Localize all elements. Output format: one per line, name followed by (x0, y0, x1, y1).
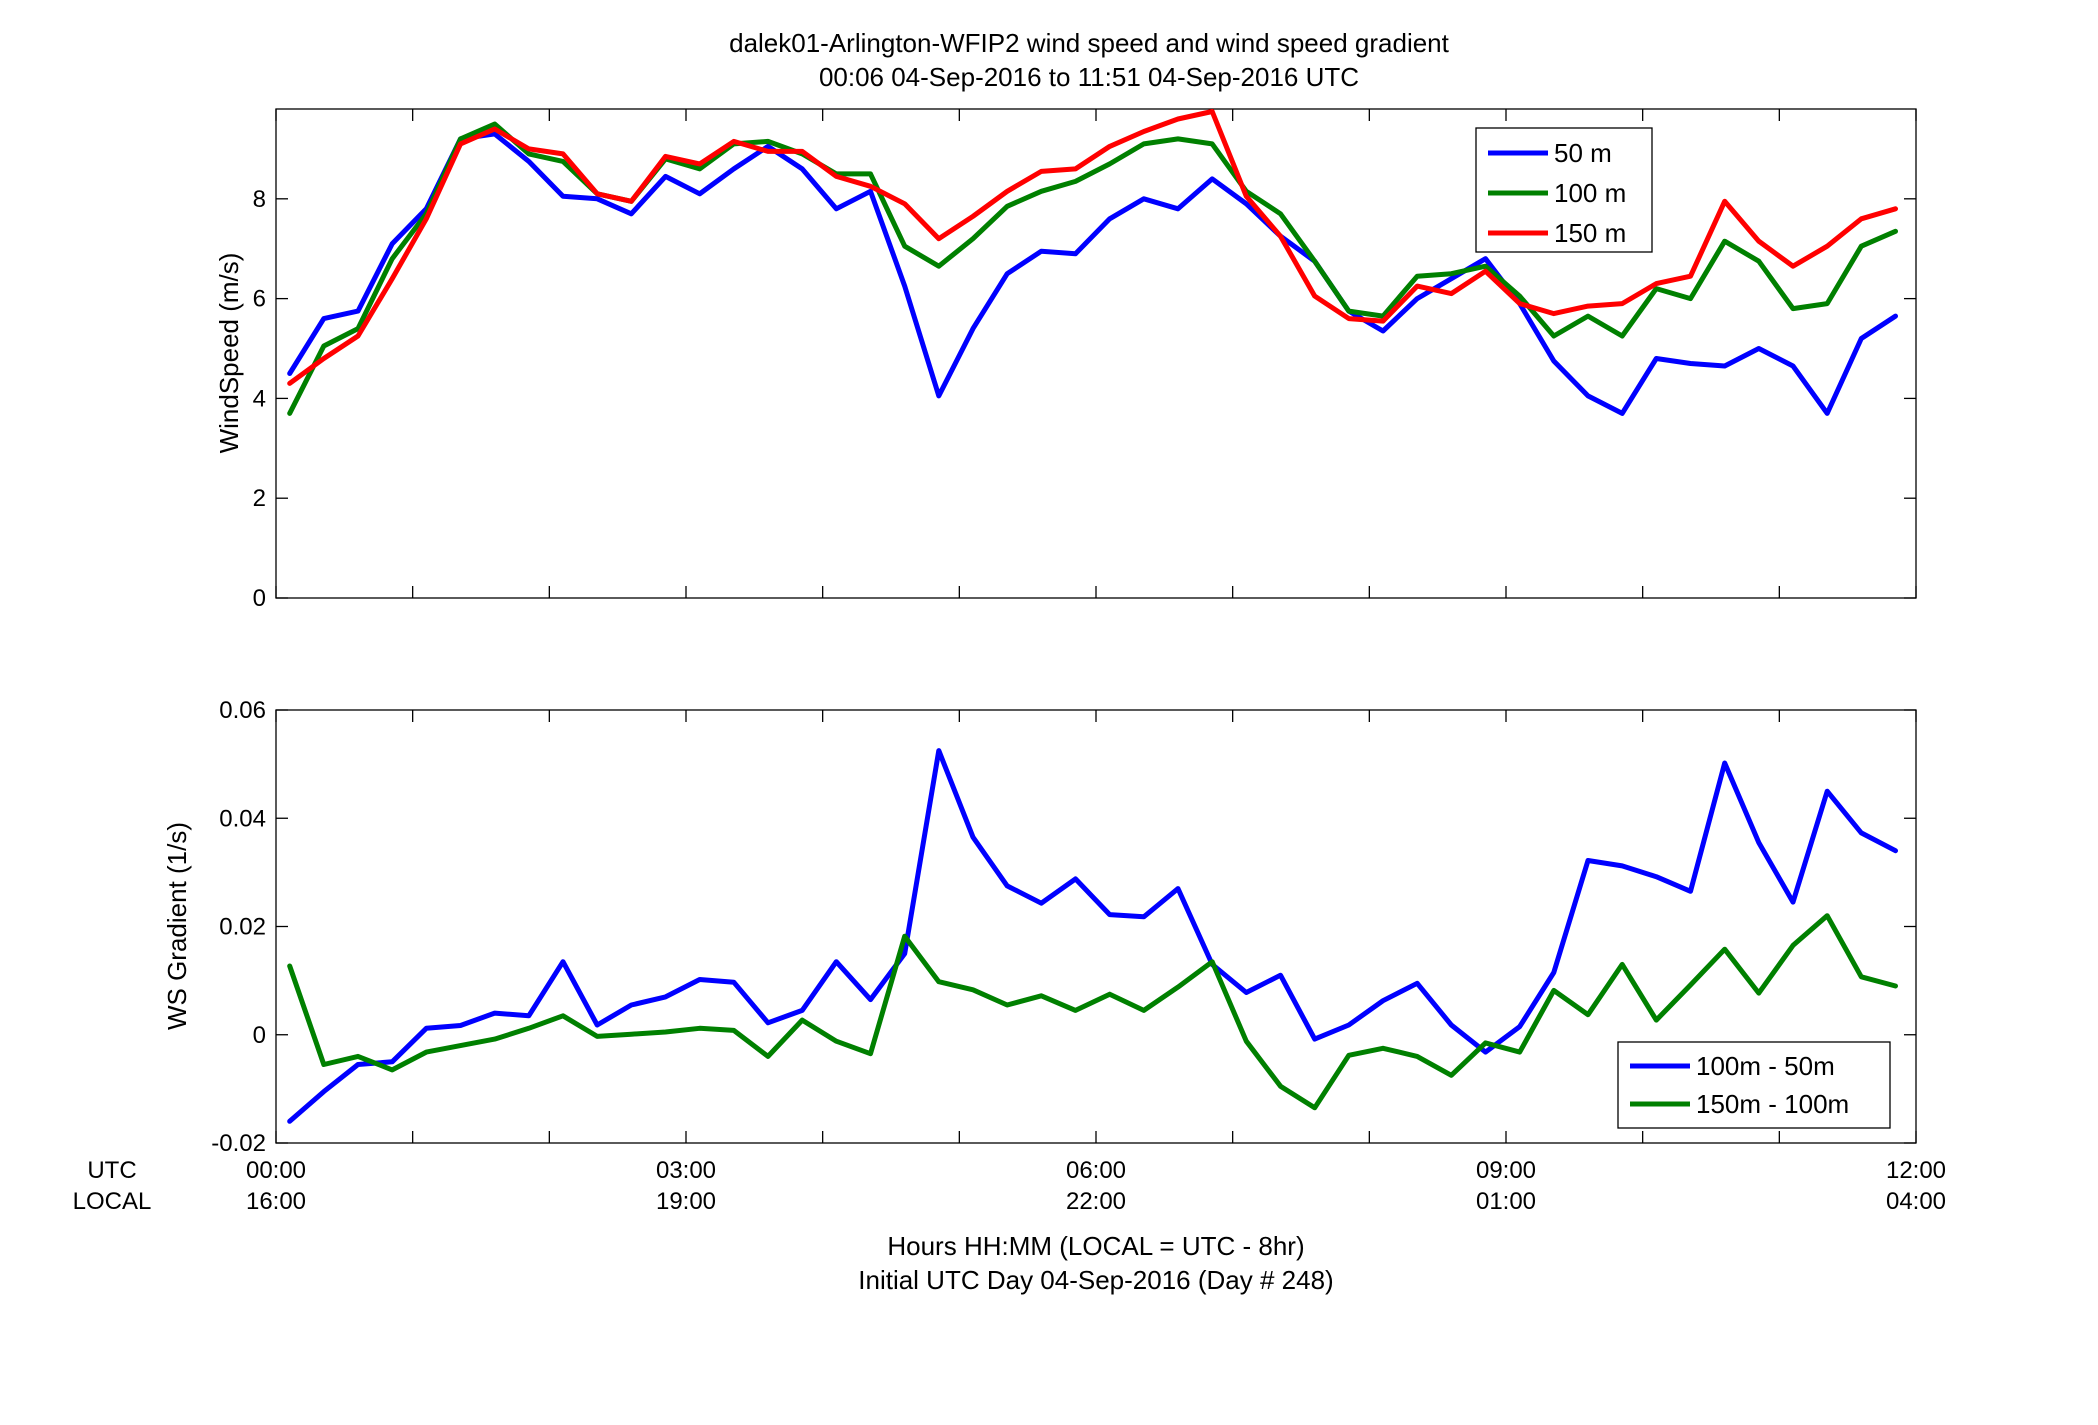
windspeed-plot: 0 2 4 6 8 WindSpeed (m/s) 50 m 100 m 150 m (214, 108, 1917, 612)
x-tick-label-utc: 03:00 (656, 1157, 716, 1184)
chart-title-line2: 00:06 04-Sep-2016 to 11:51 04-Sep-2016 U… (819, 62, 1359, 92)
x-tick-label-utc: 06:00 (1066, 1157, 1126, 1184)
windspeed-series (287, 109, 1898, 416)
windspeed-ytick-label: 0 (253, 585, 266, 612)
gradient-ticks: -0.02 0 0.02 0.04 0.06 (211, 697, 1917, 1157)
x-tick-label-utc: 09:00 (1476, 1157, 1536, 1184)
windspeed-series-100-m-line (287, 121, 1898, 416)
gradient-series-100m-50m-line (287, 748, 1898, 1124)
x-tick-label-utc: 00:00 (246, 1157, 306, 1184)
gradient-ytick-label: 0.04 (219, 805, 266, 832)
windspeed-legend-label: 150 m (1554, 218, 1626, 248)
x-tick-label-local: 16:00 (246, 1188, 306, 1215)
windspeed-ytick-label: 6 (253, 286, 266, 313)
x-tick-label-utc: 12:00 (1886, 1157, 1946, 1184)
windspeed-y-axis-label: WindSpeed (m/s) (214, 253, 244, 454)
x-tick-labels: 00:00 16:00 03:00 19:00 06:00 22:00 09:00 01:00… (246, 1157, 1946, 1215)
x-axis-label-line1: Hours HH:MM (LOCAL = UTC - 8hr) (887, 1231, 1304, 1261)
local-row-label: LOCAL (73, 1188, 152, 1215)
windspeed-legend-label: 100 m (1554, 178, 1626, 208)
windspeed-ticks: 0 2 4 6 8 (253, 109, 1917, 612)
x-axis-label-line2: Initial UTC Day 04-Sep-2016 (Day # 248) (858, 1265, 1333, 1295)
gradient-legend-box (1617, 1041, 1891, 1129)
gradient-plot: -0.02 0 0.02 0.04 0.06 WS Gradient (1/s) 100… (162, 697, 1917, 1157)
chart-title-line1: dalek01-Arlington-WFIP2 wind speed and w… (729, 28, 1450, 58)
x-tick-label-local: 04:00 (1886, 1188, 1946, 1215)
x-tick-label-local: 22:00 (1066, 1188, 1126, 1215)
windspeed-legend: 50 m 100 m 150 m (1475, 127, 1653, 253)
gradient-y-axis-label: WS Gradient (1/s) (162, 822, 192, 1030)
windspeed-series-150-m-line (287, 109, 1898, 386)
gradient-ytick-label: 0.06 (219, 697, 266, 724)
x-tick-label-local: 01:00 (1476, 1188, 1536, 1215)
x-tick-label-local: 19:00 (656, 1188, 716, 1215)
gradient-legend: 100m - 50m 150m - 100m (1617, 1041, 1891, 1129)
gradient-legend-label: 100m - 50m (1696, 1051, 1835, 1081)
gradient-legend-label: 150m - 100m (1696, 1089, 1849, 1119)
windspeed-axes-frame (275, 108, 1917, 599)
gradient-ytick-label: -0.02 (211, 1130, 266, 1157)
gradient-ytick-label: 0 (253, 1022, 266, 1049)
windspeed-legend-label: 50 m (1554, 138, 1612, 168)
gradient-series (287, 748, 1898, 1124)
gradient-ytick-label: 0.02 (219, 914, 266, 941)
windspeed-ytick-label: 4 (253, 385, 266, 412)
windspeed-ytick-label: 8 (253, 186, 266, 213)
utc-row-label: UTC (87, 1157, 136, 1184)
gradient-series-150m-100m-line (287, 913, 1898, 1111)
windspeed-ytick-label: 2 (253, 485, 266, 512)
windspeed-series-50-m-line (287, 131, 1898, 416)
